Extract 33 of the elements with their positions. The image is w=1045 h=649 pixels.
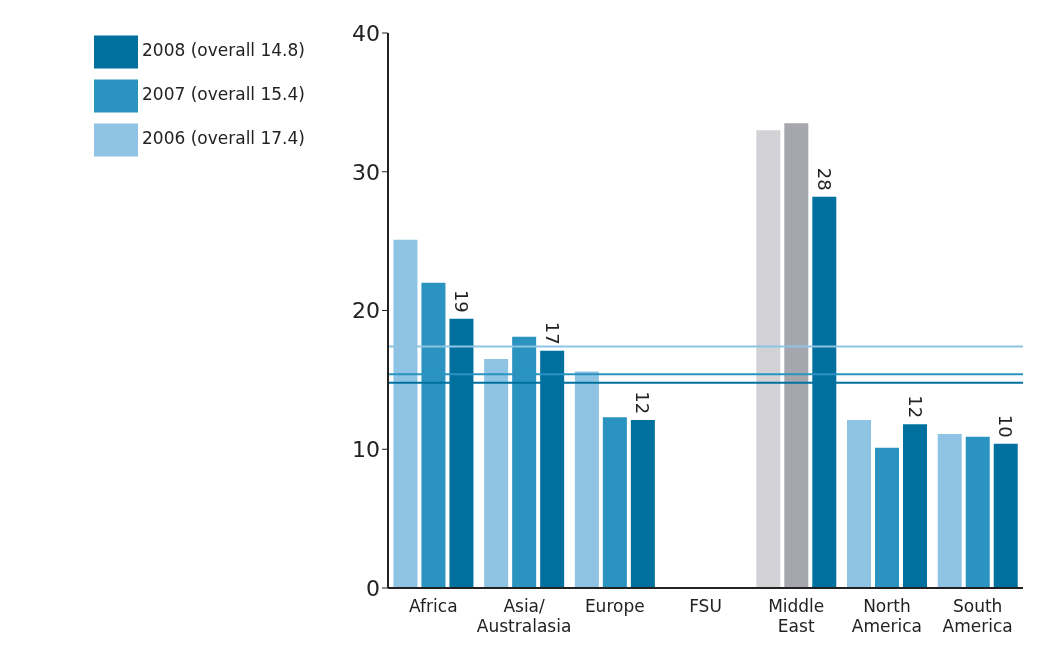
- bar: [903, 424, 928, 588]
- bar: [965, 436, 990, 588]
- legend-label: 2007 (overall 15.4): [142, 83, 305, 104]
- x-tick-label: FSU: [689, 596, 722, 616]
- data-label: 10: [995, 414, 1017, 438]
- legend-label: 2006 (overall 17.4): [142, 127, 305, 148]
- bar: [993, 443, 1018, 588]
- x-tick-label: Middle East: [768, 596, 825, 636]
- x-tick-label: North America: [851, 596, 922, 636]
- bar: [630, 420, 655, 588]
- data-label: 19: [450, 289, 472, 313]
- bar: [937, 433, 962, 588]
- x-tick-label: South America: [942, 596, 1013, 636]
- x-tick-label: Africa: [409, 596, 458, 616]
- data-label: 12: [632, 391, 654, 415]
- y-tick-label: 20: [352, 298, 380, 324]
- data-label: 28: [813, 167, 835, 191]
- x-tick-label: Asia/ Australasia: [476, 596, 572, 636]
- bar: [875, 447, 900, 588]
- data-label: 12: [904, 395, 926, 419]
- y-tick-label: 10: [352, 437, 380, 463]
- y-tick-label: 40: [352, 20, 380, 46]
- bar: [574, 371, 599, 588]
- bar: [484, 359, 509, 588]
- data-label: 17: [541, 321, 563, 345]
- bar: [847, 420, 872, 588]
- x-tick-label: Europe: [584, 596, 645, 616]
- y-tick-label: 0: [366, 575, 380, 601]
- bar: [784, 123, 809, 588]
- y-tick-label: 30: [352, 159, 380, 185]
- legend-label: 2008 (overall 14.8): [142, 39, 305, 60]
- bar: [756, 130, 781, 588]
- bar: [602, 417, 627, 588]
